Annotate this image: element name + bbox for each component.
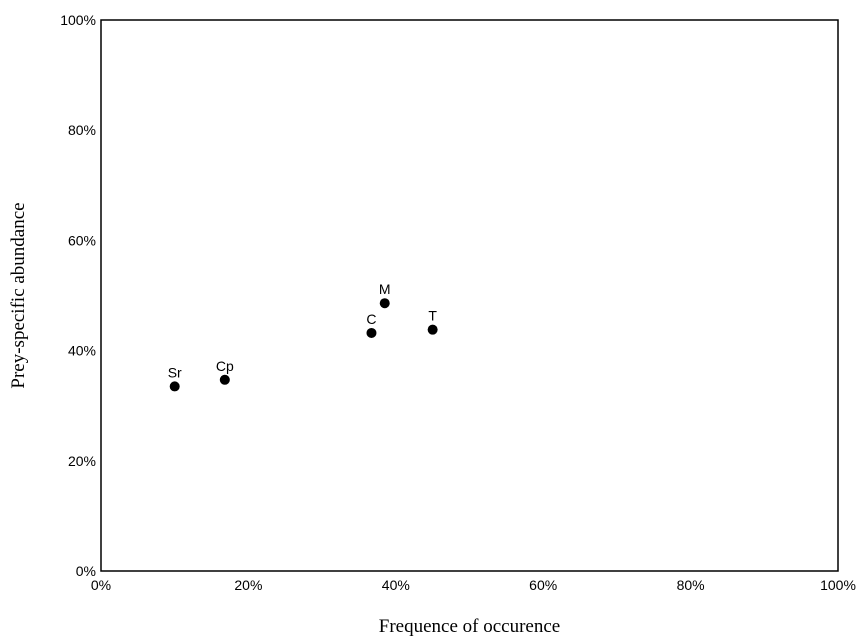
plot-area — [100, 19, 839, 572]
x-tick-label: 40% — [382, 577, 410, 593]
data-point-sr — [169, 381, 180, 392]
data-points: Sr Cp CM T — [168, 281, 438, 392]
y-tick-label: 100% — [60, 12, 96, 28]
x-tick-label: 100% — [820, 577, 856, 593]
data-point-label-m: M — [379, 281, 391, 297]
y-tick-label: 80% — [68, 122, 96, 138]
data-point-label-sr: Sr — [168, 364, 182, 380]
data-point-t — [427, 324, 438, 335]
x-tick-label: 20% — [234, 577, 262, 593]
data-point-label-cp: Cp — [216, 358, 234, 374]
x-axis-title: Frequence of occurence — [379, 616, 560, 637]
data-point-m — [379, 298, 390, 309]
data-point-label-c: C — [366, 311, 376, 327]
data-point-cp — [219, 374, 230, 385]
y-tick-label: 40% — [68, 343, 96, 359]
y-tick-label: 20% — [68, 453, 96, 469]
x-tick-label: 60% — [529, 577, 557, 593]
y-tick-label: 60% — [68, 232, 96, 248]
y-tick-label: 0% — [76, 563, 96, 579]
tick-labels: 0% 20% 40% 60% 80% 100% 0% 20% 40% 60% 80% 100% — [60, 12, 856, 593]
x-tick-label: 0% — [91, 577, 111, 593]
y-axis-title: Prey-specific abundance — [8, 202, 29, 388]
data-point-label-t: T — [428, 308, 437, 324]
data-point-c — [366, 327, 377, 338]
x-tick-label: 80% — [677, 577, 705, 593]
